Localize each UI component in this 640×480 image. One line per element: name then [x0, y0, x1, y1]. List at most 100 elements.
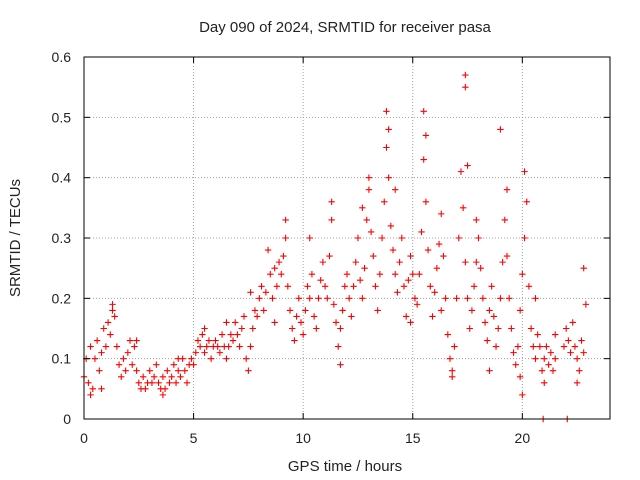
data-point [126, 337, 134, 344]
data-point [541, 355, 548, 362]
data-point [372, 283, 379, 290]
data-point [345, 295, 353, 302]
data-point [363, 216, 370, 224]
data-point [249, 325, 256, 332]
data-point [530, 343, 537, 350]
x-axis-label: GPS time / hours [288, 458, 402, 475]
data-point [532, 295, 539, 302]
data-point [308, 271, 316, 278]
data-point [453, 295, 460, 302]
data-point [181, 367, 189, 374]
data-point [435, 240, 443, 248]
data-point [299, 331, 307, 338]
data-point [552, 331, 559, 338]
data-point [175, 367, 182, 374]
data-point [271, 264, 278, 272]
data-point [365, 174, 373, 181]
data-point [104, 319, 112, 326]
data-point [516, 307, 524, 314]
data-point [330, 301, 338, 308]
data-point [164, 367, 171, 374]
data-point [501, 216, 508, 224]
data-point [96, 367, 103, 374]
x-tick-label: 5 [190, 430, 198, 446]
data-point [242, 355, 250, 362]
data-point [269, 295, 276, 302]
data-point [328, 216, 335, 224]
data-point [177, 373, 184, 380]
y-tick-label: 0.6 [52, 49, 72, 65]
data-point [236, 343, 243, 350]
chart-title: Day 090 of 2024, SRMTID for receiver pas… [199, 19, 491, 36]
data-point [510, 349, 517, 356]
data-point [297, 319, 305, 326]
data-point [337, 361, 344, 368]
y-tick-label: 0 [63, 411, 71, 427]
data-point [212, 337, 219, 344]
data-point [449, 373, 456, 380]
data-point [562, 325, 570, 332]
data-point [267, 271, 274, 278]
data-point [359, 204, 366, 212]
data-point [484, 337, 491, 344]
data-point [251, 307, 259, 314]
data-point [155, 379, 162, 386]
data-point [87, 391, 94, 399]
data-point [420, 108, 427, 115]
data-point [350, 283, 357, 290]
data-point [87, 343, 94, 350]
data-point [278, 271, 285, 278]
data-point [488, 283, 495, 290]
data-point [142, 385, 149, 393]
data-point [161, 385, 169, 393]
data-point [387, 222, 395, 230]
data-point [440, 252, 447, 260]
data-point [317, 277, 324, 284]
axis-ticks: 0 0.1 0.2 0.3 0.4 0.5 0.6 0 5 10 15 20 [52, 49, 610, 446]
grid [84, 57, 610, 419]
data-point [203, 343, 210, 350]
data-point [383, 144, 390, 151]
data-point [286, 307, 294, 314]
y-tick-label: 0.2 [52, 290, 72, 306]
x-tick-label: 15 [405, 430, 421, 446]
data-point [192, 349, 199, 356]
data-point [310, 313, 318, 320]
data-point [170, 361, 178, 368]
data-point [93, 337, 101, 344]
data-point [459, 204, 467, 212]
data-point [168, 373, 175, 380]
data-point [376, 271, 384, 278]
data-point [354, 234, 362, 242]
data-point [464, 162, 471, 169]
data-point [383, 108, 390, 115]
data-point [109, 301, 116, 308]
data-point [102, 343, 110, 350]
data-point [291, 337, 298, 344]
data-point [232, 319, 239, 326]
data-point [475, 234, 482, 242]
data-point [378, 234, 386, 242]
data-point [361, 264, 368, 272]
data-point [552, 355, 559, 362]
data-point [302, 307, 309, 314]
data-point [225, 343, 232, 350]
data-point [98, 385, 105, 393]
data-point [416, 271, 423, 278]
data-point [115, 361, 123, 368]
data-point [214, 343, 221, 350]
data-point [359, 295, 366, 302]
data-point [271, 319, 278, 326]
data-point [352, 258, 359, 266]
data-point [569, 319, 576, 326]
data-point [486, 307, 493, 314]
data-point [477, 264, 484, 272]
y-tick-label: 0.4 [52, 170, 72, 186]
data-point [335, 343, 342, 350]
data-point [438, 307, 445, 314]
data-point [580, 349, 587, 356]
data-point [427, 283, 434, 290]
data-point [264, 246, 272, 254]
data-point [492, 343, 500, 350]
data-point [422, 132, 430, 139]
